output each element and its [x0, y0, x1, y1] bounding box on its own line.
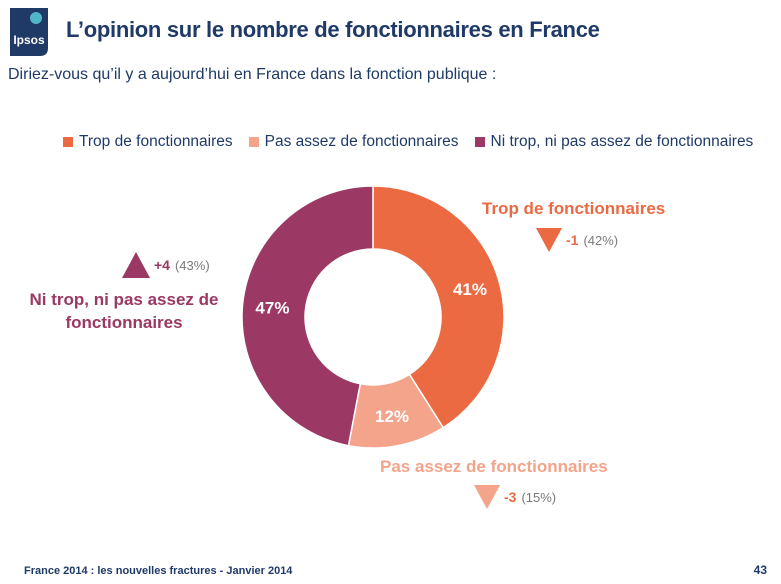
callout-trop-label: Trop de fonctionnaires [482, 199, 666, 218]
page-title: L’opinion sur le nombre de fonctionnaire… [66, 17, 600, 42]
down-arrow-icon [474, 485, 500, 509]
legend-swatch-pas-assez [248, 137, 259, 147]
delta-trop-change: -1 [566, 232, 579, 248]
legend-item-ni-trop: Ni trop, ni pas assez de fonctionnaires [474, 133, 754, 151]
delta-trop-previous: (42%) [583, 232, 619, 248]
delta-pas-assez-previous: (15%) [521, 489, 557, 505]
question-subtitle: Diriez-vous qu’il y a aujourd’hui en Fra… [8, 66, 497, 83]
delta-ni-trop-change: +4 [154, 257, 170, 273]
up-arrow-icon [122, 252, 150, 278]
legend-item-pas-assez: Pas assez de fonctionnaires [248, 133, 459, 151]
footer-source: France 2014 : les nouvelles fractures - … [24, 565, 293, 577]
page-number: 43 [753, 563, 767, 577]
ipsos-logo: Ipsos [10, 8, 48, 56]
chart-legend: Trop de fonctionnaires Pas assez de fonc… [63, 133, 753, 151]
legend-item-trop: Trop de fonctionnaires [63, 133, 233, 151]
legend-swatch-ni-trop [474, 137, 485, 147]
down-arrow-icon [536, 228, 562, 252]
slice-trop [372, 185, 505, 429]
slice-ni-trop [241, 185, 374, 447]
delta-pas-assez: -3 (15%) [474, 485, 556, 509]
slice-trop-value-label: 41% [453, 280, 487, 299]
legend-label-pas-assez: Pas assez de fonctionnaires [264, 133, 459, 150]
delta-ni-trop-previous: (43%) [174, 257, 210, 273]
logo-text: Ipsos [13, 33, 45, 47]
callout-ni-trop-line1: Ni trop, ni pas assez de [29, 290, 219, 309]
callout-pas-assez-label: Pas assez de fonctionnaires [380, 457, 608, 476]
callout-ni-trop-label: Ni trop, ni pas assez de fonctionnaires [28, 288, 220, 334]
legend-swatch-trop [63, 137, 73, 147]
callout-ni-trop-line2: fonctionnaires [65, 313, 183, 332]
legend-label-ni-trop: Ni trop, ni pas assez de fonctionnaires [490, 133, 754, 150]
slice-ni-trop-value-label: 47% [255, 298, 289, 317]
delta-ni-trop: +4 (43%) [122, 252, 210, 278]
delta-pas-assez-change: -3 [504, 489, 517, 505]
legend-label-trop: Trop de fonctionnaires [79, 133, 233, 150]
slice-pas-assez-value-label: 12% [375, 407, 409, 426]
delta-trop: -1 (42%) [536, 228, 618, 252]
